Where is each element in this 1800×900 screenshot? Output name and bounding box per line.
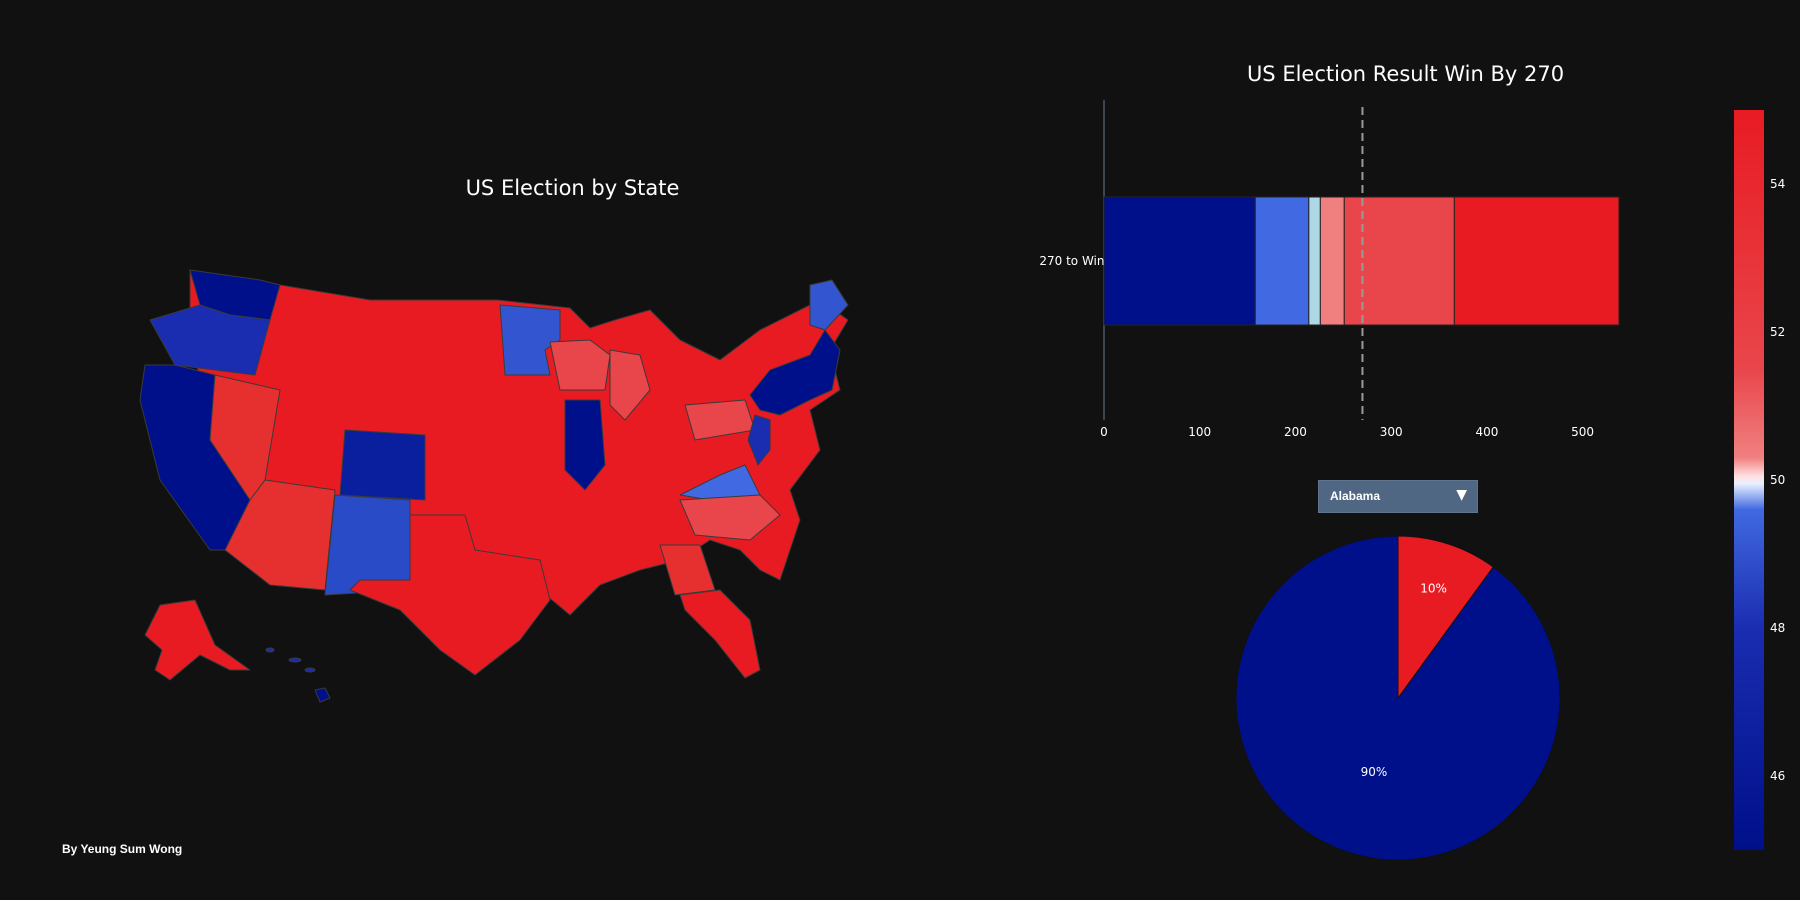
bar-tick-label: 100	[1188, 425, 1211, 439]
state-texas	[349, 514, 551, 676]
bar-tick-label: 400	[1475, 425, 1498, 439]
colorbar: 46 48 50 52 54	[1734, 110, 1785, 850]
author-credit: By Yeung Sum Wong	[62, 842, 183, 856]
state-georgia	[659, 544, 716, 596]
bar-tick-label: 500	[1571, 425, 1594, 439]
bar-segment-4	[1343, 196, 1455, 326]
bar-tick-label: 300	[1380, 425, 1403, 439]
state-mid-atlantic	[747, 414, 771, 466]
colorbar-tick-label: 50	[1770, 473, 1785, 487]
bar-chart: 270 to Win 0 100 200 300 400 500	[1039, 100, 1620, 439]
state-arizona	[224, 479, 336, 591]
colorbar-tick-label: 54	[1770, 177, 1785, 191]
colorbar-gradient	[1734, 110, 1764, 850]
state-wisconsin	[549, 339, 611, 391]
map-title: US Election by State	[465, 176, 680, 200]
bar-segment-1	[1254, 196, 1310, 326]
state-maine	[809, 279, 849, 331]
us-map[interactable]	[120, 250, 860, 710]
pie-slice-1	[1397, 535, 1494, 700]
colorbar-tick-label: 52	[1770, 325, 1785, 339]
bar-segment-0	[1103, 196, 1256, 326]
state-dropdown[interactable]: Alabama ▼	[1318, 480, 1478, 513]
pie-chart: 90% 10%	[1235, 535, 1561, 861]
bar-segment-5	[1453, 196, 1620, 326]
bar-tick-label: 200	[1284, 425, 1307, 439]
colorbar-tick-label: 46	[1770, 769, 1785, 783]
state-florida	[679, 589, 761, 679]
bar-category-label: 270 to Win	[1039, 254, 1104, 268]
bar-chart-title: US Election Result Win By 270	[1246, 62, 1565, 86]
state-hawaii-islands	[265, 647, 275, 653]
state-minnesota	[499, 304, 561, 376]
bar-tick-label: 0	[1100, 425, 1108, 439]
state-alaska	[144, 599, 251, 681]
pie-label-0: 90%	[1361, 765, 1388, 779]
state-region-northeast	[749, 329, 841, 416]
colorbar-tick-label: 48	[1770, 621, 1785, 635]
state-illinois	[564, 399, 606, 491]
state-hawaii	[314, 687, 331, 703]
dropdown-caret-icon: ▼	[1456, 487, 1467, 503]
state-dropdown-value: Alabama	[1330, 489, 1381, 503]
state-michigan	[609, 349, 651, 421]
state-north-carolina	[679, 494, 781, 541]
bar-segment-3	[1319, 196, 1345, 326]
pie-label-1: 10%	[1420, 582, 1447, 596]
state-colorado	[339, 429, 426, 501]
bar-segment-2	[1308, 196, 1321, 326]
